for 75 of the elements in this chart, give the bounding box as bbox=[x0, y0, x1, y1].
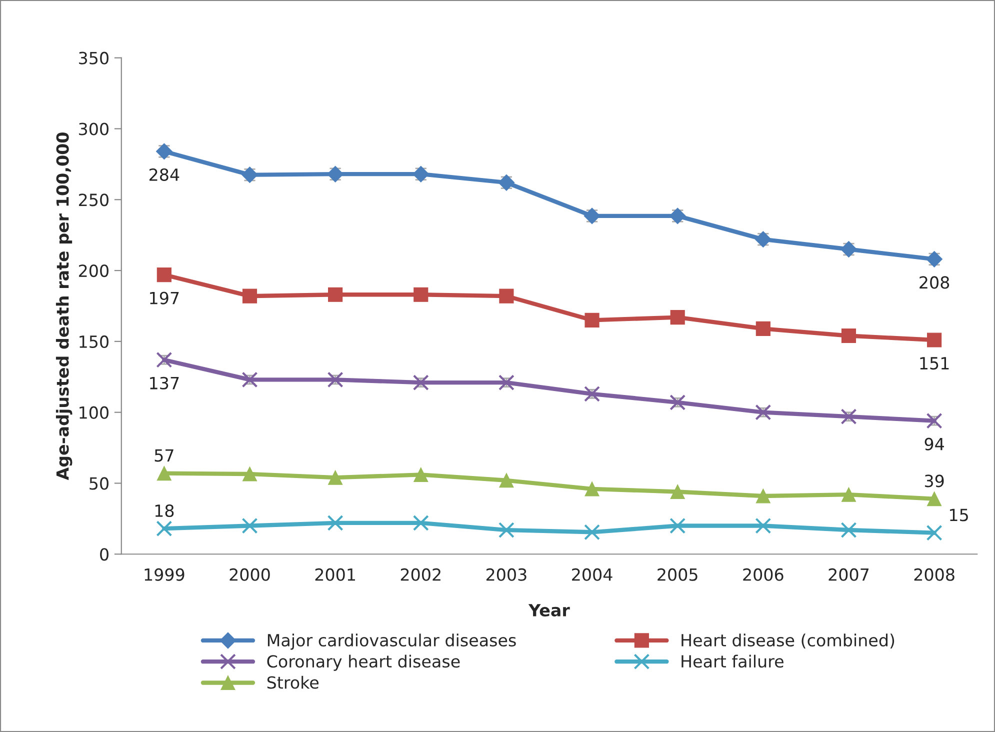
point bbox=[755, 404, 772, 420]
point bbox=[412, 374, 429, 391]
y-axis-title: Age-adjusted death rate per 100,000 bbox=[56, 132, 72, 480]
point bbox=[327, 514, 344, 531]
point bbox=[242, 518, 258, 534]
y-tick-label: 0 bbox=[100, 548, 108, 561]
point bbox=[841, 487, 856, 502]
point bbox=[156, 466, 172, 481]
x-axis-title: Year bbox=[528, 604, 570, 616]
y-tick-label: 100 bbox=[80, 406, 108, 419]
legend-label: Heart failure bbox=[682, 654, 784, 668]
data-label: 57 bbox=[154, 449, 174, 462]
point bbox=[584, 312, 600, 328]
point bbox=[328, 470, 343, 485]
point bbox=[499, 473, 514, 488]
point bbox=[670, 394, 686, 410]
x-tick-label: 2006 bbox=[743, 568, 784, 581]
x-tick-label: 2004 bbox=[572, 568, 612, 581]
y-tick-label: 250 bbox=[78, 194, 108, 206]
y-tick-label: 150 bbox=[80, 335, 108, 348]
point bbox=[670, 310, 685, 325]
point bbox=[926, 524, 942, 541]
point bbox=[584, 524, 600, 540]
point bbox=[755, 518, 772, 534]
point bbox=[498, 522, 514, 538]
legend-label: Coronary heart disease bbox=[267, 654, 460, 671]
point bbox=[756, 321, 770, 336]
point bbox=[926, 412, 942, 429]
data-label: 208 bbox=[920, 276, 950, 289]
x-tick-label: 2002 bbox=[400, 568, 440, 581]
point bbox=[156, 267, 172, 282]
point bbox=[328, 287, 343, 302]
x-tick-label: 2001 bbox=[315, 568, 355, 581]
x-tick-label: 2007 bbox=[828, 568, 869, 581]
y-tick-label: 200 bbox=[78, 264, 108, 278]
x-tick-label: 2008 bbox=[914, 568, 954, 581]
data-label: 18 bbox=[155, 504, 174, 518]
point bbox=[242, 288, 258, 304]
point bbox=[414, 287, 428, 302]
legend-label: Stroke bbox=[267, 676, 319, 689]
point bbox=[927, 332, 942, 348]
y-tick-label: 300 bbox=[79, 122, 108, 136]
legend-label: Heart disease (combined) bbox=[682, 634, 894, 649]
point bbox=[841, 328, 856, 344]
point bbox=[670, 518, 686, 534]
x-tick-label: 2005 bbox=[658, 568, 698, 581]
data-label: 39 bbox=[924, 474, 944, 488]
legend-label: Major cardiovascular diseases bbox=[268, 634, 516, 650]
point bbox=[156, 520, 172, 537]
point bbox=[498, 374, 514, 391]
x-tick-label: 1999 bbox=[144, 568, 184, 581]
data-label: 15 bbox=[950, 508, 968, 522]
point bbox=[584, 482, 600, 496]
point bbox=[414, 467, 428, 482]
x-tick-label: 2000 bbox=[230, 568, 270, 581]
data-label: 197 bbox=[150, 292, 179, 304]
data-label: 284 bbox=[149, 168, 180, 181]
x-tick-label: 2003 bbox=[486, 568, 526, 581]
point bbox=[927, 492, 942, 506]
point bbox=[670, 484, 685, 500]
data-label: 151 bbox=[920, 357, 949, 370]
point bbox=[242, 466, 258, 482]
data-label: 137 bbox=[150, 376, 179, 390]
point bbox=[242, 372, 258, 388]
point bbox=[327, 372, 344, 388]
y-tick-label: 50 bbox=[90, 477, 108, 490]
data-label: 94 bbox=[924, 438, 944, 450]
point bbox=[156, 352, 172, 368]
point bbox=[756, 488, 770, 504]
point bbox=[412, 514, 429, 531]
point bbox=[840, 522, 857, 538]
point bbox=[499, 288, 514, 304]
point bbox=[584, 386, 600, 402]
point bbox=[840, 408, 857, 425]
y-tick-label: 350 bbox=[79, 52, 108, 64]
